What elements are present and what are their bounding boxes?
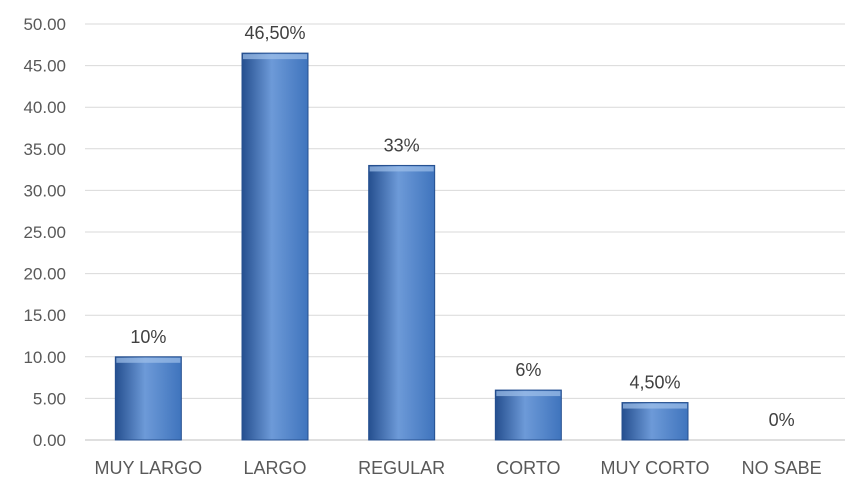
bar-highlight xyxy=(496,391,561,397)
data-label: 0% xyxy=(769,410,795,430)
bar xyxy=(494,389,562,441)
data-label: 33% xyxy=(384,135,420,155)
y-axis-ticks: 0.00 5.00 10.00 15.00 20.00 25.00 30.00 35.00 40… xyxy=(23,15,66,450)
bars xyxy=(114,52,689,441)
category-label: LARGO xyxy=(243,458,306,478)
bar xyxy=(368,164,436,441)
category-label: MUY CORTO xyxy=(600,458,709,478)
y-tick-label: 30.00 xyxy=(23,181,66,200)
y-tick-label: 20.00 xyxy=(23,265,66,284)
category-label: NO SABE xyxy=(742,458,822,478)
bar-highlight xyxy=(623,403,687,409)
data-label: 4,50% xyxy=(629,373,680,393)
y-tick-label: 25.00 xyxy=(23,223,66,242)
category-label: REGULAR xyxy=(358,458,445,478)
category-label: CORTO xyxy=(496,458,560,478)
data-label: 46,50% xyxy=(244,23,305,43)
y-tick-label: 10.00 xyxy=(23,348,66,367)
data-labels: 10% 46,50% 33% 6% 4,50% 0% xyxy=(130,23,794,430)
category-label: MUY LARGO xyxy=(94,458,202,478)
y-tick-label: 0.00 xyxy=(33,431,66,450)
y-tick-label: 40.00 xyxy=(23,98,66,117)
y-tick-label: 50.00 xyxy=(23,15,66,34)
y-tick-label: 35.00 xyxy=(23,140,66,159)
data-label: 6% xyxy=(515,360,541,380)
x-axis-categories: MUY LARGO LARGO REGULAR CORTO MUY CORTO NO SA… xyxy=(94,458,821,478)
y-tick-label: 45.00 xyxy=(23,57,66,76)
bar-highlight xyxy=(369,166,434,172)
bar xyxy=(114,356,182,441)
bar xyxy=(621,402,689,441)
y-tick-label: 5.00 xyxy=(33,389,66,408)
bar xyxy=(241,52,309,441)
y-tick-label: 15.00 xyxy=(23,306,66,325)
bar-highlight xyxy=(243,54,307,60)
data-label: 10% xyxy=(130,327,166,347)
gridlines xyxy=(85,23,845,441)
bar-highlight xyxy=(116,357,181,363)
